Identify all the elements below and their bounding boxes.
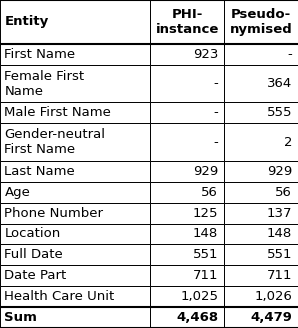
Bar xyxy=(150,307,224,328)
Bar xyxy=(0,265,150,286)
Text: Phone Number: Phone Number xyxy=(4,207,103,219)
Bar xyxy=(224,286,298,307)
Bar xyxy=(0,307,150,328)
Text: Last Name: Last Name xyxy=(4,165,75,178)
Bar xyxy=(224,0,298,44)
Bar xyxy=(150,123,224,161)
Text: 4,479: 4,479 xyxy=(250,311,292,324)
Text: 711: 711 xyxy=(193,269,218,282)
Text: 929: 929 xyxy=(267,165,292,178)
Bar xyxy=(224,102,298,123)
Text: 929: 929 xyxy=(193,165,218,178)
Bar xyxy=(150,224,224,244)
Bar xyxy=(150,0,224,44)
Text: 125: 125 xyxy=(193,207,218,219)
Text: 1,026: 1,026 xyxy=(254,290,292,303)
Bar xyxy=(224,203,298,224)
Text: 711: 711 xyxy=(266,269,292,282)
Text: 148: 148 xyxy=(193,228,218,240)
Text: Full Date: Full Date xyxy=(4,248,63,261)
Text: Age: Age xyxy=(4,186,30,199)
Text: Entity: Entity xyxy=(4,15,49,29)
Text: -: - xyxy=(287,48,292,61)
Text: Sum: Sum xyxy=(4,311,37,324)
Text: -: - xyxy=(214,77,218,90)
Bar xyxy=(150,65,224,102)
Bar xyxy=(150,203,224,224)
Bar xyxy=(224,307,298,328)
Text: Health Care Unit: Health Care Unit xyxy=(4,290,115,303)
Text: 137: 137 xyxy=(266,207,292,219)
Bar xyxy=(0,161,150,182)
Bar xyxy=(0,0,150,44)
Bar xyxy=(150,102,224,123)
Bar xyxy=(150,244,224,265)
Bar xyxy=(0,44,150,65)
Bar xyxy=(224,161,298,182)
Text: -: - xyxy=(214,106,218,119)
Text: -: - xyxy=(214,135,218,149)
Text: 2: 2 xyxy=(283,135,292,149)
Bar xyxy=(0,102,150,123)
Bar xyxy=(0,182,150,203)
Text: 551: 551 xyxy=(266,248,292,261)
Bar xyxy=(0,224,150,244)
Text: 1,025: 1,025 xyxy=(180,290,218,303)
Text: 555: 555 xyxy=(266,106,292,119)
Bar xyxy=(150,44,224,65)
Text: Date Part: Date Part xyxy=(4,269,67,282)
Text: 4,468: 4,468 xyxy=(176,311,218,324)
Text: 364: 364 xyxy=(267,77,292,90)
Bar xyxy=(0,65,150,102)
Text: 56: 56 xyxy=(275,186,292,199)
Bar xyxy=(0,244,150,265)
Text: Pseudo-
nymised: Pseudo- nymised xyxy=(230,8,293,36)
Bar xyxy=(150,182,224,203)
Text: PHI-
instance: PHI- instance xyxy=(156,8,219,36)
Text: 923: 923 xyxy=(193,48,218,61)
Bar xyxy=(224,44,298,65)
Bar xyxy=(150,286,224,307)
Text: Male First Name: Male First Name xyxy=(4,106,111,119)
Bar xyxy=(224,244,298,265)
Bar xyxy=(0,286,150,307)
Bar xyxy=(224,123,298,161)
Bar xyxy=(224,182,298,203)
Bar xyxy=(224,265,298,286)
Bar xyxy=(150,161,224,182)
Bar xyxy=(0,123,150,161)
Bar xyxy=(0,203,150,224)
Bar xyxy=(224,224,298,244)
Text: Female First
Name: Female First Name xyxy=(4,70,85,97)
Bar xyxy=(150,265,224,286)
Text: 148: 148 xyxy=(267,228,292,240)
Bar xyxy=(224,65,298,102)
Text: Gender-neutral
First Name: Gender-neutral First Name xyxy=(4,128,105,156)
Text: First Name: First Name xyxy=(4,48,76,61)
Text: 551: 551 xyxy=(193,248,218,261)
Text: 56: 56 xyxy=(201,186,218,199)
Text: Location: Location xyxy=(4,228,61,240)
